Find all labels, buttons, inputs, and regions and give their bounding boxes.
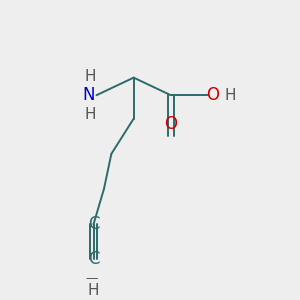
Text: H: H: [88, 283, 99, 298]
Text: H: H: [224, 88, 236, 103]
Text: H: H: [85, 69, 96, 84]
Text: C: C: [88, 215, 99, 233]
Text: O: O: [164, 115, 177, 133]
Text: —: —: [86, 272, 98, 285]
Text: O: O: [206, 86, 220, 104]
Text: H: H: [85, 107, 96, 122]
Text: N: N: [82, 86, 95, 104]
Text: C: C: [88, 250, 99, 268]
